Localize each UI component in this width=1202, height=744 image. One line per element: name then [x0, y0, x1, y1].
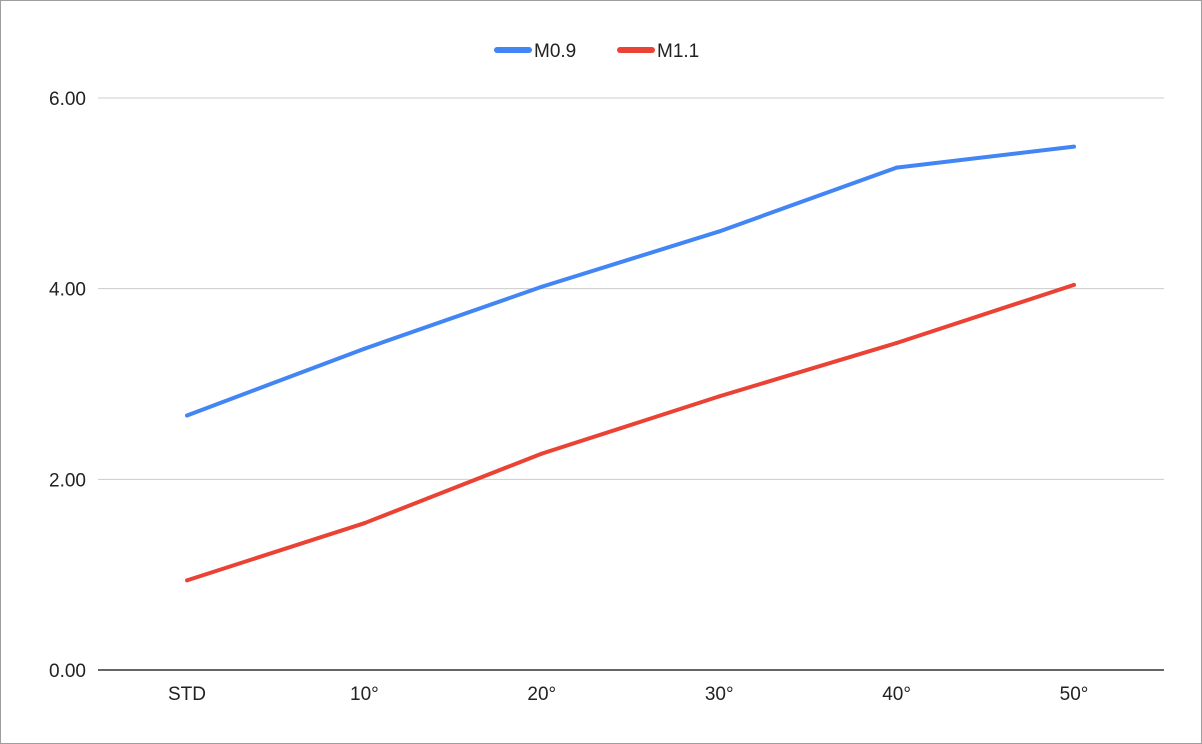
data-point [539, 284, 544, 289]
series-line-m0-9 [186, 144, 1075, 418]
x-tick-label: 10° [350, 684, 379, 705]
y-tick-label: 2.00 [49, 470, 86, 491]
data-point [185, 578, 189, 583]
data-point [362, 346, 367, 351]
data-point [1072, 282, 1076, 287]
y-tick-label: 6.00 [49, 89, 86, 110]
data-point [894, 341, 899, 346]
x-tick-label: 20° [527, 684, 556, 705]
x-axis-ticks: STD 10° 20° 30° 40° 50° [168, 684, 1088, 705]
x-tick-label: STD [168, 684, 206, 705]
legend-label: M0.9 [534, 41, 576, 62]
gridlines [98, 97, 1164, 671]
y-axis-ticks: 0.00 2.00 4.00 6.00 [49, 89, 86, 682]
data-point [717, 394, 722, 399]
legend-swatch [494, 47, 532, 53]
data-point [185, 413, 189, 418]
data-point [362, 521, 367, 526]
legend-item[interactable]: M1.1 [617, 41, 699, 62]
data-point [1072, 144, 1076, 149]
data-point [539, 451, 544, 456]
x-tick-label: 50° [1060, 684, 1089, 705]
series-lines [185, 144, 1076, 583]
legend-label: M1.1 [657, 41, 699, 62]
y-tick-label: 4.00 [49, 280, 86, 301]
y-tick-label: 0.00 [49, 661, 86, 682]
x-tick-label: 30° [705, 684, 734, 705]
data-point [894, 165, 899, 170]
series-line-m1-1 [186, 282, 1075, 583]
legend-item[interactable]: M0.9 [494, 41, 576, 62]
data-point [717, 229, 722, 234]
legend[interactable]: M0.9 M1.1 [494, 41, 699, 62]
x-tick-label: 40° [882, 684, 911, 705]
legend-swatch [617, 47, 655, 53]
